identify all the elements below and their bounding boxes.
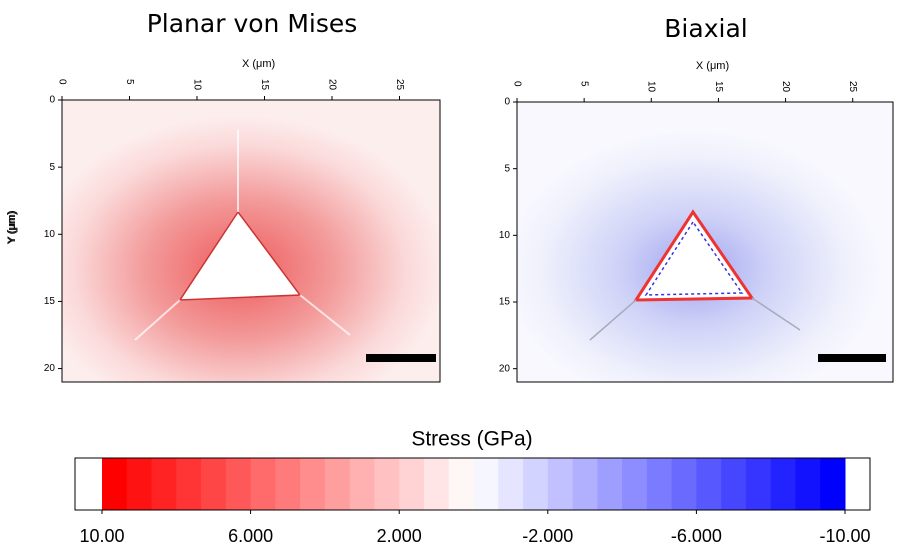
colorbar-segment bbox=[745, 458, 772, 510]
x-tick-label: 25 bbox=[394, 79, 405, 91]
colorbar-tick-label: -10.00 bbox=[819, 526, 870, 546]
x-tick-label: 5 bbox=[579, 81, 590, 87]
y-tick-label: 10 bbox=[499, 230, 511, 241]
colorbar-tick-label: -6.000 bbox=[671, 526, 722, 546]
colorbar-segment bbox=[250, 458, 276, 510]
colorbar-segment bbox=[646, 458, 673, 510]
colorbar-segment bbox=[374, 458, 400, 510]
y-tick-label: 15 bbox=[499, 297, 511, 308]
colorbar-segment bbox=[696, 458, 722, 510]
x-tick-label: 15 bbox=[259, 79, 270, 91]
x-tick-label: 5 bbox=[124, 79, 135, 85]
y-axis-label: Y (μm) bbox=[6, 210, 18, 243]
colorbar-segment bbox=[300, 458, 326, 510]
heatmap-image bbox=[517, 102, 893, 382]
x-tick-label: 0 bbox=[511, 81, 522, 87]
x-tick-label: 20 bbox=[780, 81, 791, 93]
plot-frame bbox=[516, 101, 894, 383]
colorbar-segment bbox=[671, 458, 697, 510]
x-tick-label: 15 bbox=[713, 81, 724, 93]
x-tick-label: 10 bbox=[646, 81, 657, 93]
x-axis-label: X (μm) bbox=[242, 58, 275, 70]
y-tick-label: 15 bbox=[44, 296, 56, 307]
colorbar-tick-label: 6.000 bbox=[228, 526, 273, 546]
heatmap-image bbox=[62, 100, 440, 382]
colorbar-segment bbox=[597, 458, 623, 510]
y-tick-label: 10 bbox=[44, 229, 56, 240]
x-tick-label: 20 bbox=[326, 79, 337, 91]
panel-title: Planar von Mises bbox=[147, 9, 358, 38]
x-tick-label: 0 bbox=[56, 79, 67, 85]
colorbar-tick-label: -2.000 bbox=[522, 526, 573, 546]
colorbar-segment bbox=[349, 458, 375, 510]
colorbar-segment bbox=[126, 458, 153, 510]
colorbar-segment bbox=[423, 458, 450, 510]
colorbar-segment bbox=[721, 458, 747, 510]
colorbar-segment bbox=[498, 458, 524, 510]
colorbar-segment bbox=[547, 458, 574, 510]
colorbar-segment bbox=[523, 458, 549, 510]
colorbar-segment bbox=[275, 458, 301, 510]
colorbar-segment bbox=[102, 458, 128, 510]
y-tick-label: 20 bbox=[44, 363, 56, 374]
colorbar-segment bbox=[324, 458, 351, 510]
colorbar-segment bbox=[795, 458, 821, 510]
x-axis-label: X (μm) bbox=[696, 60, 729, 72]
colorbar-segment bbox=[820, 458, 846, 510]
colorbar-tick-label: 2.000 bbox=[377, 526, 422, 546]
colorbar-segment bbox=[225, 458, 252, 510]
colorbar-segment bbox=[448, 458, 474, 510]
y-axis-label: Y (μm) bbox=[6, 211, 18, 244]
colorbar-segment bbox=[399, 458, 425, 510]
panel-title: Biaxial bbox=[664, 14, 747, 43]
colorbar-tick-label: 10.00 bbox=[79, 526, 124, 546]
colorbar-segment bbox=[151, 458, 177, 510]
colorbar-title: Stress (GPa) bbox=[411, 428, 532, 451]
y-tick-label: 5 bbox=[504, 163, 510, 174]
y-tick-label: 0 bbox=[49, 95, 55, 106]
colorbar-segment bbox=[176, 458, 202, 510]
colorbar-segment bbox=[572, 458, 598, 510]
colorbar-frame bbox=[74, 457, 871, 511]
x-tick-label: 10 bbox=[191, 79, 202, 91]
y-tick-label: 5 bbox=[49, 162, 55, 173]
colorbar-segment bbox=[770, 458, 796, 510]
y-tick-label: 20 bbox=[499, 363, 511, 374]
y-tick-label: 0 bbox=[504, 97, 510, 108]
x-tick-label: 25 bbox=[847, 81, 858, 93]
colorbar-segment bbox=[622, 458, 648, 510]
plot-frame bbox=[61, 99, 441, 383]
colorbar-segment bbox=[201, 458, 227, 510]
colorbar-segment bbox=[473, 458, 499, 510]
